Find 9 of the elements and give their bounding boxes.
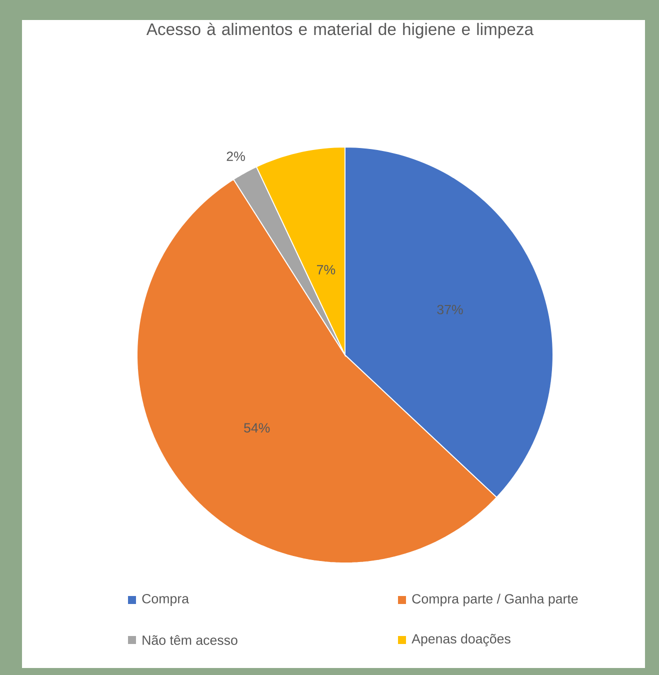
legend-label: Compra parte / Ganha parte [412,594,578,606]
chart-title: Acesso à alimentos e material de higiene e limpeza [146,22,534,38]
data-label: 54% [244,423,270,433]
data-label: 7% [316,265,336,274]
data-label: 2% [226,152,245,162]
data-label: 37% [437,304,463,314]
legend-label: Apenas doações [412,634,510,646]
legend-label: Compra [142,594,190,606]
legend-label: Não têm acesso [142,635,238,645]
